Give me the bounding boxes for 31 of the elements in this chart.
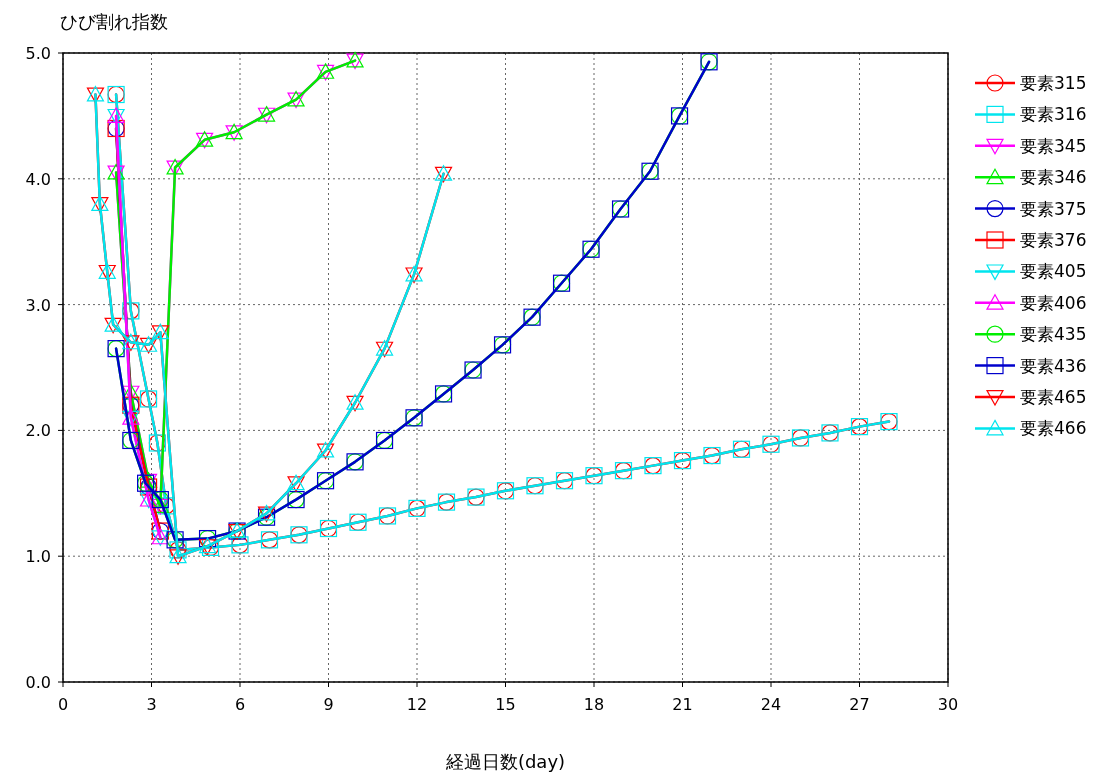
y-tick-label: 0.0	[25, 673, 51, 692]
x-tick-label: 21	[672, 695, 693, 714]
y-tick-label: 1.0	[25, 547, 51, 567]
legend-label: 要素465	[1020, 387, 1087, 407]
legend-label: 要素376	[1020, 230, 1087, 250]
y-tick-label: 4.0	[25, 169, 51, 189]
chart-title: ひび割れ指数	[60, 11, 168, 32]
x-tick-label: 18	[583, 695, 605, 714]
legend-label: 要素316	[1020, 104, 1087, 125]
y-tick-label: 2.0	[25, 421, 51, 441]
legend-label: 要素346	[1020, 167, 1087, 188]
x-tick-label: 0	[57, 695, 69, 714]
x-tick-label: 9	[323, 695, 334, 714]
x-tick-label: 15	[495, 695, 516, 714]
legend-label: 要素405	[1020, 261, 1087, 282]
legend-label: 要素436	[1020, 355, 1087, 376]
x-axis-title: 経過日数(day)	[444, 751, 566, 772]
y-tick-label: 5.0	[25, 44, 51, 63]
legend-label: 要素345	[1020, 135, 1087, 156]
legend-label: 要素435	[1020, 324, 1087, 345]
y-tick-label: 3.0	[25, 295, 51, 315]
legend-label: 要素406	[1020, 292, 1087, 313]
legend-label: 要素466	[1020, 418, 1087, 439]
x-tick-label: 3	[146, 695, 157, 714]
legend-label: 要素375	[1020, 198, 1087, 219]
x-tick-label: 27	[849, 695, 870, 714]
legend-label: 要素315	[1020, 73, 1087, 93]
x-tick-label: 6	[234, 695, 246, 714]
x-tick-label: 30	[937, 695, 959, 714]
x-tick-label: 12	[406, 695, 428, 714]
x-tick-label: 24	[760, 695, 782, 714]
